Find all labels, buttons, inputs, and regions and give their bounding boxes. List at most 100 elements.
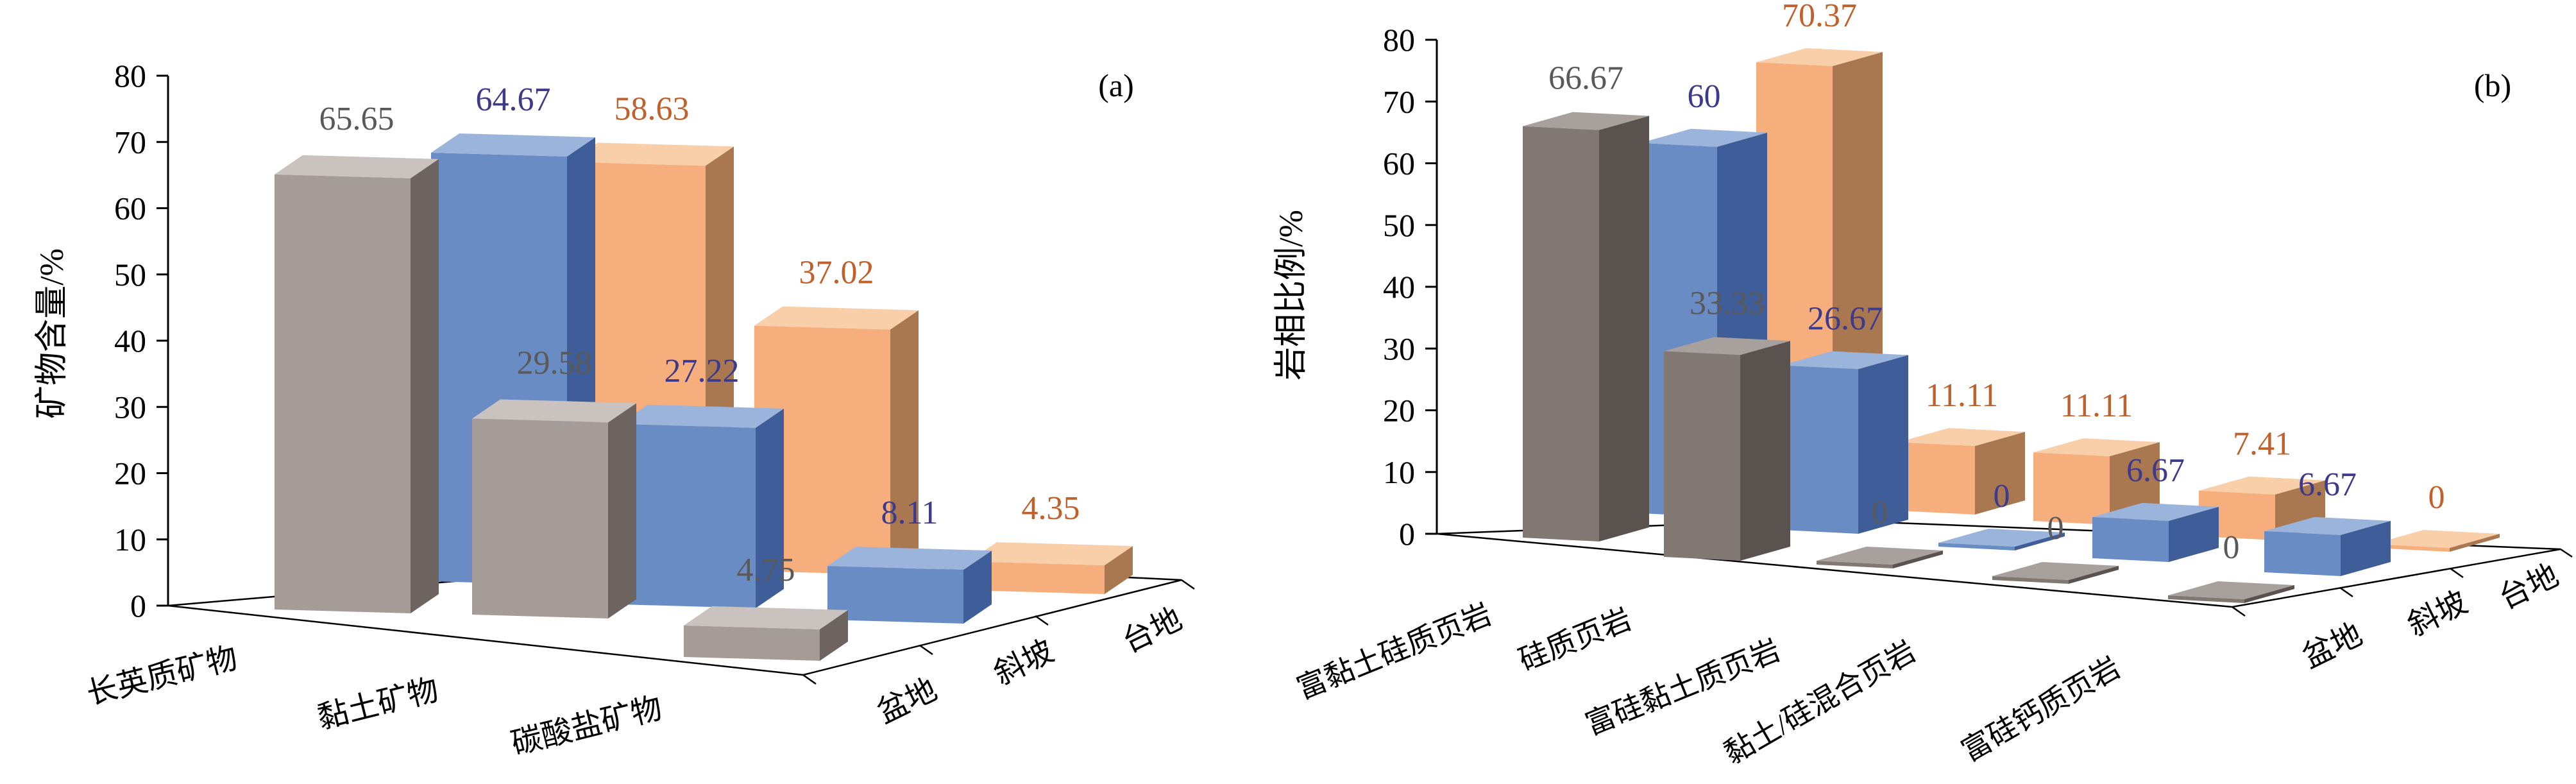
bar-top [2264,516,2391,535]
bar-top [969,542,1133,566]
panel-b-series-label: 盆地 [2298,617,2368,675]
bar-value-label: 37.02 [799,255,874,291]
bar-front [1938,543,2015,550]
bar-side [2169,506,2219,562]
bar-side [1105,546,1133,594]
bar-front [2168,595,2244,603]
bar-value-label: 33.33 [1690,285,1765,321]
bar-front [1523,126,1599,542]
bar-top [684,606,848,629]
chart-panel-b: (b) 岩相比例/% 0 10 20 30 40 50 60 70 80 70.37 11.11 1… [1273,0,2573,771]
bar-盆地-0 [1523,112,1649,542]
bar-top [620,404,784,428]
bar-value-label: 11.11 [2060,388,2133,424]
bar-value-label: 0 [2428,479,2445,516]
bar-side [963,550,992,624]
bar-value-label: 70.37 [1782,0,1857,34]
bar-front [969,561,1105,594]
depth-axis-tick [2560,548,2573,558]
bar-value-label: 8.11 [881,495,938,531]
y-tick-label: 30 [114,389,146,425]
bar-value-label: 58.63 [614,90,690,127]
depth-axis-tick [919,644,933,656]
y-tick-label: 10 [1383,454,1415,490]
bar-side [1740,341,1790,561]
panel-b-y-axis-title: 岩相比例/% [1273,210,1310,380]
y-tick-label: 50 [114,257,146,293]
panel-a-series-label: 台地 [1117,602,1188,660]
bar-top [472,399,636,423]
bar-top [1756,48,1883,67]
bar-台地-1 [1899,428,2025,515]
bar-value-label: 7.41 [2233,426,2291,463]
bar-value-label: 0 [2223,529,2240,566]
bar-front [827,566,963,624]
bar-value-label: 0 [1872,495,1888,531]
depth-axis-tick [2232,606,2246,617]
panel-a-label: (a) [1098,67,1134,103]
panel-b-y-ticks: 0 10 20 30 40 50 60 70 80 [1383,22,1437,552]
panel-a-bars [275,133,1133,661]
bar-side [608,403,636,618]
bar-斜坡-2 [1938,529,2065,550]
y-tick-label: 70 [114,124,146,160]
depth-axis-tick [1181,579,1195,590]
bar-value-label: 4.75 [737,552,795,588]
bar-value-label: 60 [1688,78,1721,115]
bar-斜坡-3 [2092,502,2219,562]
y-tick-label: 40 [114,323,146,359]
depth-axis-tick [2339,586,2353,598]
bar-盆地-3 [1992,562,2119,584]
y-tick-label: 0 [130,588,146,624]
bar-top [2033,438,2160,457]
panel-a-y-ticks: 0 10 20 30 40 50 60 70 80 [114,58,168,624]
bar-value-label: 0 [2047,510,2064,547]
bar-top [1782,351,1908,370]
bar-斜坡-1 [620,404,784,608]
bar-side [1975,432,2025,515]
y-tick-label: 20 [1383,393,1415,429]
y-tick-label: 0 [1399,516,1415,552]
bar-top [2199,476,2325,495]
panel-b-series-label: 斜坡 [2403,585,2473,643]
bar-side [890,310,919,575]
bar-盆地-1 [472,399,636,618]
y-tick-label: 30 [1383,330,1415,366]
bar-value-label: 26.67 [1808,300,1883,337]
bar-top [1938,529,2065,547]
y-tick-label: 50 [1383,207,1415,243]
depth-axis-tick [2450,567,2464,579]
y-tick-label: 10 [114,522,146,558]
bar-value-label: 65.65 [319,101,394,137]
bar-value-label: 64.67 [476,81,551,118]
panel-b-bars [1523,48,2500,603]
bar-side [2069,566,2119,584]
bar-front [1664,351,1740,561]
bar-top [1664,337,1790,355]
panel-a-category-label: 长英质矿物 [83,641,241,711]
bar-盆地-0 [275,155,439,613]
bar-盆地-2 [684,606,848,661]
bar-front [2373,544,2450,552]
chart-panel-a: (a) 矿物含量/% 0 10 20 30 40 50 60 70 80 58.63 37.02 4… [34,58,1195,762]
bar-盆地-4 [2168,581,2294,603]
bar-value-label: 6.67 [2298,466,2357,503]
bar-top [2373,530,2500,548]
panel-b-floor-ticks [2232,548,2573,617]
bar-front [2264,531,2341,576]
bar-top [570,142,734,166]
panel-a-series-label: 斜坡 [989,634,1060,692]
bar-top [275,155,439,178]
panel-b-category-label: 硅质页岩 [1514,602,1636,677]
bar-台地-4 [2373,530,2500,552]
y-tick-label: 80 [114,58,146,94]
panel-b-series-label: 台地 [2494,558,2564,616]
bar-side [2244,585,2294,603]
bar-value-label: 29.58 [517,345,592,381]
bar-side [756,408,784,608]
bar-front [2092,516,2169,562]
bar-top [1992,562,2119,580]
bar-斜坡-4 [2264,516,2391,576]
bar-value-label: 27.22 [665,353,740,389]
bar-side [820,609,848,661]
